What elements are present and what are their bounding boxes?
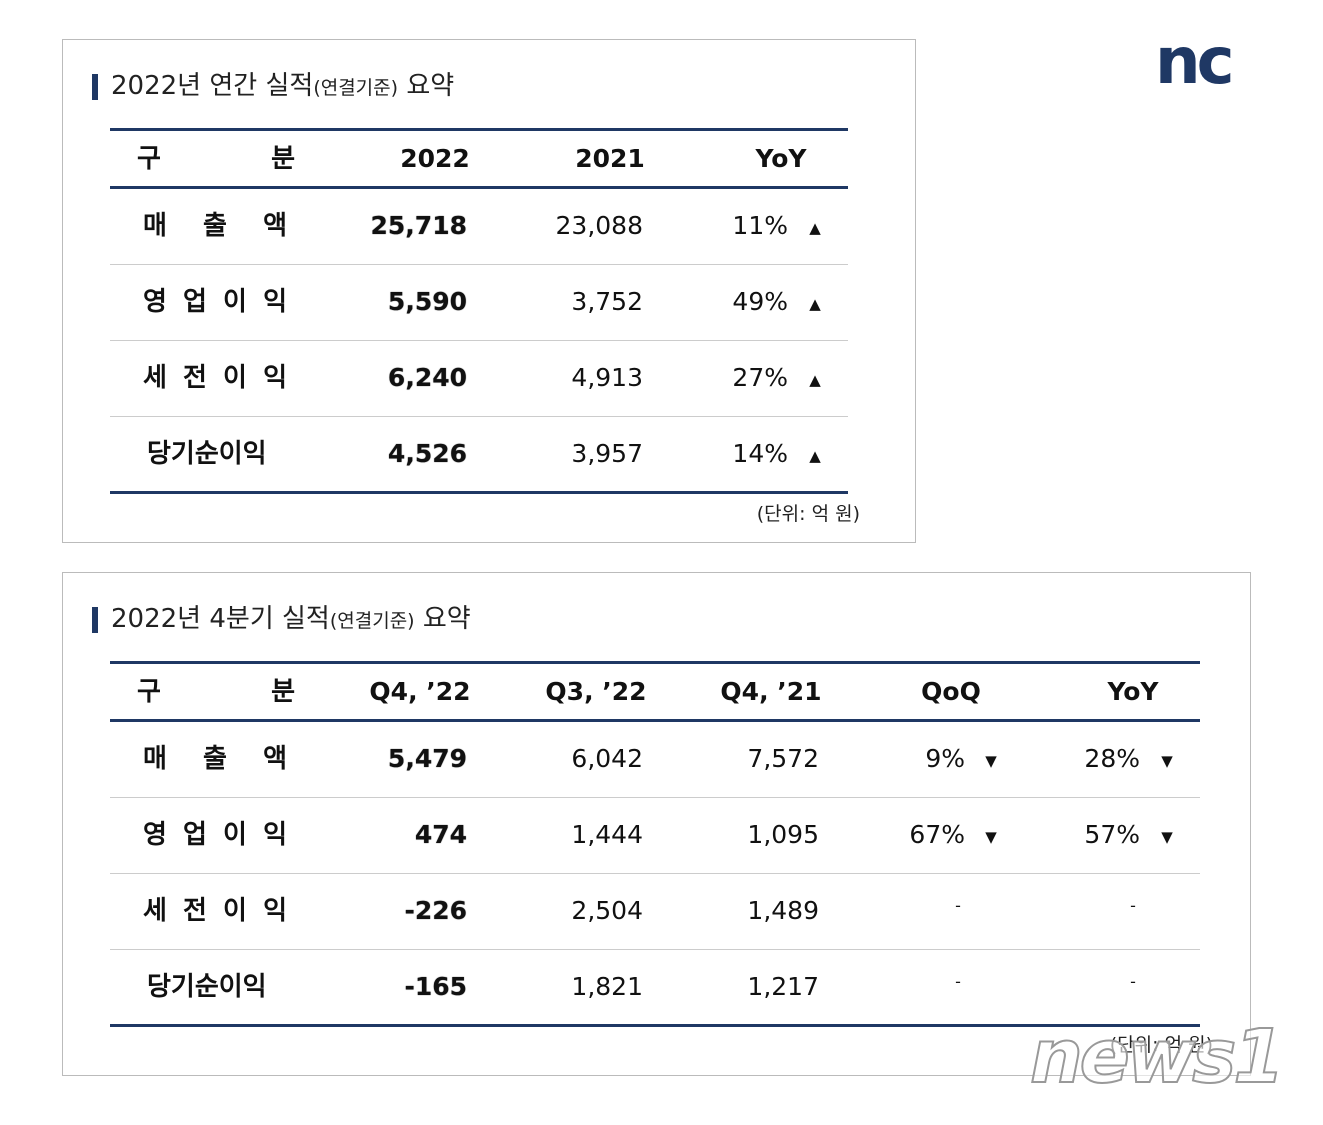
cell-pct: 14%: [732, 439, 788, 468]
header-cell: 2021: [575, 144, 645, 173]
row-label: 당기순이익: [147, 972, 267, 1002]
cell-value: 4,913: [571, 363, 643, 392]
cell-value: 23,088: [555, 211, 643, 240]
trend-arrow: ▲: [809, 447, 821, 465]
title-main: 2022년 연간 실적: [111, 71, 314, 101]
cell-value: 3,752: [571, 287, 643, 316]
trend-arrow: ▼: [1161, 752, 1173, 770]
header-cell: Q4, ’21: [720, 677, 822, 706]
header-cell: Q4, ’22: [369, 677, 471, 706]
row-label: 매 출 액: [143, 744, 287, 774]
row-label: 영 업 이 익: [143, 287, 287, 317]
cell-value: 5,590: [387, 287, 467, 316]
cell-value: -226: [404, 896, 467, 925]
quarterly-box: [62, 572, 1251, 1076]
cell-dash: -: [1130, 896, 1136, 915]
cell-value: 1,095: [747, 820, 819, 849]
cell-pct: 28%: [1084, 744, 1140, 773]
header-cell: 구 분: [137, 144, 295, 174]
section-title: 2022년 4분기 실적(연결기준) 요약: [111, 606, 471, 632]
header-cell: 2022: [400, 144, 470, 173]
cell-pct: 11%: [732, 211, 788, 240]
trend-arrow: ▼: [985, 752, 997, 770]
cell-value: 6,240: [387, 363, 467, 392]
cell-value: 1,217: [747, 972, 819, 1001]
header-cell: YoY: [1107, 677, 1159, 706]
cell-pct: 49%: [732, 287, 788, 316]
section-title: 2022년 연간 실적(연결기준) 요약: [111, 73, 454, 99]
row-label: 매 출 액: [143, 211, 287, 241]
cell-pct: 57%: [1084, 820, 1140, 849]
cell-value: 7,572: [747, 744, 819, 773]
unit-note: (단위: 억 원): [756, 503, 860, 525]
cell-value: 1,821: [571, 972, 643, 1001]
row-label: 영 업 이 익: [143, 820, 287, 850]
cell-value: 5,479: [387, 744, 467, 773]
header-cell: Q3, ’22: [545, 677, 647, 706]
unit-note: (단위: 억 원): [1109, 1034, 1213, 1056]
title-note: (연결기준): [329, 610, 415, 632]
cell-pct: 9%: [925, 744, 965, 773]
watermark: news1: [1029, 1014, 1286, 1100]
row-separator: [110, 873, 1200, 874]
trend-arrow: ▼: [1161, 828, 1173, 846]
row-separator: [110, 264, 848, 265]
title-bar: [92, 74, 98, 100]
row-separator: [110, 797, 1200, 798]
trend-arrow: ▲: [809, 295, 821, 313]
trend-arrow: ▼: [985, 828, 997, 846]
cell-pct: 27%: [732, 363, 788, 392]
cell-dash: -: [955, 972, 961, 991]
title-end: 요약: [406, 71, 455, 101]
title-bar: [92, 607, 98, 633]
header-rule: [110, 661, 1200, 664]
header-rule: [110, 186, 848, 189]
cell-dash: -: [1130, 972, 1136, 991]
annual-box: [62, 39, 916, 543]
row-separator: [110, 340, 848, 341]
cell-value: 474: [414, 820, 467, 849]
header-cell: QoQ: [921, 677, 981, 706]
cell-value: -165: [404, 972, 467, 1001]
cell-value: 1,489: [747, 896, 819, 925]
header-cell: 구 분: [137, 677, 295, 707]
logo: nc: [1155, 25, 1234, 99]
title-main: 2022년 4분기 실적: [111, 604, 330, 634]
row-label: 당기순이익: [147, 439, 267, 469]
title-end: 요약: [422, 604, 471, 634]
row-separator: [110, 949, 1200, 950]
bottom-rule: [110, 1024, 1200, 1027]
cell-pct: 67%: [909, 820, 965, 849]
cell-value: 1,444: [571, 820, 643, 849]
cell-value: 6,042: [571, 744, 643, 773]
bottom-rule: [110, 491, 848, 494]
cell-value: 2,504: [571, 896, 643, 925]
trend-arrow: ▲: [809, 219, 821, 237]
cell-dash: -: [955, 896, 961, 915]
header-rule: [110, 128, 848, 131]
cell-value: 4,526: [387, 439, 467, 468]
header-cell: YoY: [755, 144, 807, 173]
trend-arrow: ▲: [809, 371, 821, 389]
header-rule: [110, 719, 1200, 722]
cell-value: 25,718: [370, 211, 467, 240]
row-label: 세 전 이 익: [143, 363, 287, 393]
row-label: 세 전 이 익: [143, 896, 287, 926]
cell-value: 3,957: [571, 439, 643, 468]
title-note: (연결기준): [313, 77, 399, 99]
row-separator: [110, 416, 848, 417]
